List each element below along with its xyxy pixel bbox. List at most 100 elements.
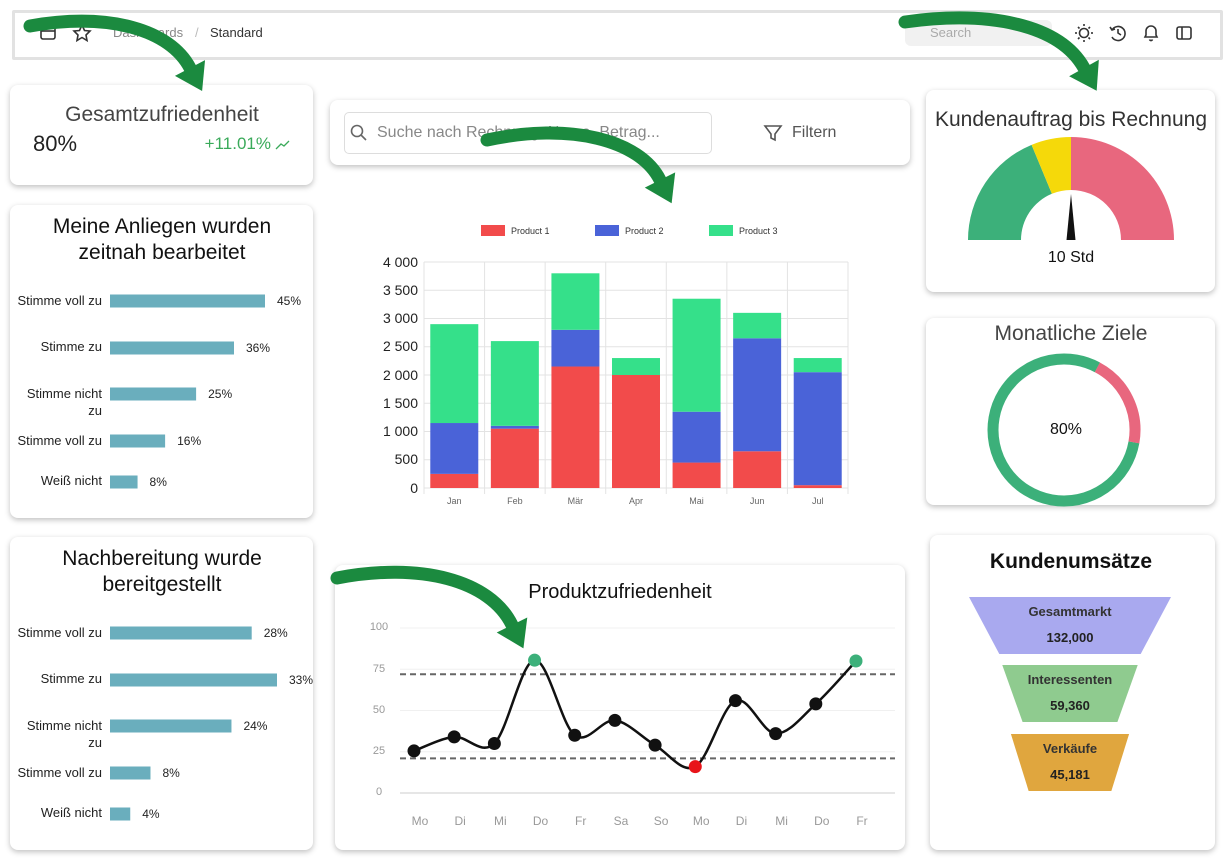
point	[648, 738, 662, 752]
x-tick-label: So	[653, 813, 669, 828]
bar	[110, 475, 138, 489]
annotation-arrow	[23, 14, 197, 75]
line-card	[335, 565, 905, 850]
filter-icon[interactable]	[763, 125, 783, 142]
y-tick-label: 0	[410, 479, 418, 496]
value-label: 28%	[263, 625, 288, 640]
breadcrumb-separator: /	[195, 25, 199, 41]
funnel-stage	[1002, 665, 1138, 722]
bar-segment	[551, 329, 600, 367]
bar	[110, 294, 265, 308]
bar	[110, 766, 151, 780]
value-label: 45%	[277, 293, 302, 308]
legend-swatch	[709, 225, 733, 236]
filter-button[interactable]: Filtern	[792, 124, 837, 142]
y-tick-label: 75	[372, 662, 386, 675]
bar-segment	[430, 324, 479, 424]
y-tick-label: 2 500	[382, 338, 418, 355]
x-tick-label: Jan	[447, 495, 462, 506]
y-tick-label: 3 000	[382, 310, 418, 327]
bell-icon-clapper	[1148, 39, 1154, 42]
legend-label: Product 1	[511, 225, 550, 236]
category-label: Weiß nicht	[40, 805, 102, 820]
survey-card	[10, 205, 313, 518]
gauge-band	[968, 144, 1052, 240]
kpi-value: 80%	[33, 130, 78, 156]
value-label: 16%	[177, 433, 202, 448]
x-tick-label: Mai	[689, 495, 704, 506]
category-label: Stimme voll zu	[17, 765, 102, 780]
y-tick-label: 50	[372, 703, 386, 716]
gauge-band	[1031, 137, 1071, 194]
legend-label: Product 3	[739, 225, 778, 236]
y-tick-label: 3 500	[382, 281, 418, 298]
y-tick-label: 0	[375, 786, 383, 799]
category-label: Stimme zu	[40, 339, 102, 354]
stage-value: 132,000	[1046, 630, 1094, 646]
x-tick-label: Fr	[856, 813, 868, 828]
value-label: 33%	[289, 672, 314, 687]
y-tick-label: 1 500	[382, 394, 418, 411]
value-label: 10 Std	[1047, 249, 1095, 267]
bar-segment	[793, 358, 842, 373]
chart-title: Produktzufriedenheit	[528, 581, 712, 603]
theme-icon-rays	[1075, 24, 1093, 42]
bar-segment	[672, 298, 721, 412]
y-tick-label: 4 000	[382, 253, 418, 270]
chart-title: Nachbereitung wurde bereitgestellt	[62, 547, 262, 597]
gauge-needle	[1066, 194, 1076, 240]
bar-segment	[612, 358, 660, 375]
annotation-arrow	[480, 126, 667, 187]
x-tick-label: Mär	[567, 495, 584, 506]
category-label: Weiß nicht	[40, 473, 102, 488]
x-tick-label: Di	[735, 813, 748, 828]
value-label: 4%	[142, 806, 160, 821]
star-icon[interactable]	[72, 23, 92, 43]
chart-title: Meine Anliegen wurden zeitnah bearbeitet	[52, 215, 272, 265]
value-label: 80%	[1049, 421, 1083, 439]
category-label: Stimme voll zu	[17, 293, 102, 308]
point	[407, 744, 421, 758]
history-icon[interactable]	[1111, 25, 1126, 42]
bar-segment	[793, 485, 842, 488]
gauge-card	[926, 90, 1215, 292]
y-tick-label: 25	[372, 745, 386, 758]
theme-icon[interactable]	[1078, 27, 1090, 39]
point	[769, 727, 783, 741]
point	[528, 653, 542, 667]
x-tick-label: Di	[454, 813, 466, 828]
bar	[110, 387, 197, 401]
category-label: Stimme nicht zu	[26, 386, 102, 418]
funnel-stage	[1010, 734, 1130, 791]
point	[608, 713, 622, 727]
annotation-arrow-head	[174, 60, 206, 92]
stage-label: Gesamtmarkt	[1028, 604, 1112, 620]
point	[568, 728, 582, 742]
donut-remainder	[987, 353, 1141, 507]
point	[688, 760, 702, 774]
x-tick-label: Mi	[494, 813, 507, 828]
bell-icon[interactable]	[1143, 25, 1159, 38]
history-icon-arrow	[1109, 26, 1116, 31]
bar-segment	[612, 375, 660, 488]
bar-segment	[551, 366, 600, 488]
y-tick-label: 100	[369, 621, 389, 634]
bar	[110, 341, 234, 355]
chart-title: Kundenauftrag bis Rechnung	[934, 108, 1208, 132]
x-tick-label: Fr	[575, 813, 587, 828]
value-label: 8%	[149, 474, 167, 489]
bar-segment	[490, 428, 539, 488]
legend-swatch	[595, 225, 619, 236]
x-tick-label: Jul	[811, 495, 824, 506]
annotation-arrow	[330, 565, 519, 632]
breadcrumb[interactable]: Standard	[210, 25, 263, 41]
search-icon-handle	[360, 134, 367, 141]
bar	[110, 626, 252, 640]
bar-segment	[793, 372, 842, 486]
sidebar-icon[interactable]	[1176, 26, 1192, 40]
legend-swatch	[481, 225, 505, 236]
bar-segment	[733, 451, 782, 488]
